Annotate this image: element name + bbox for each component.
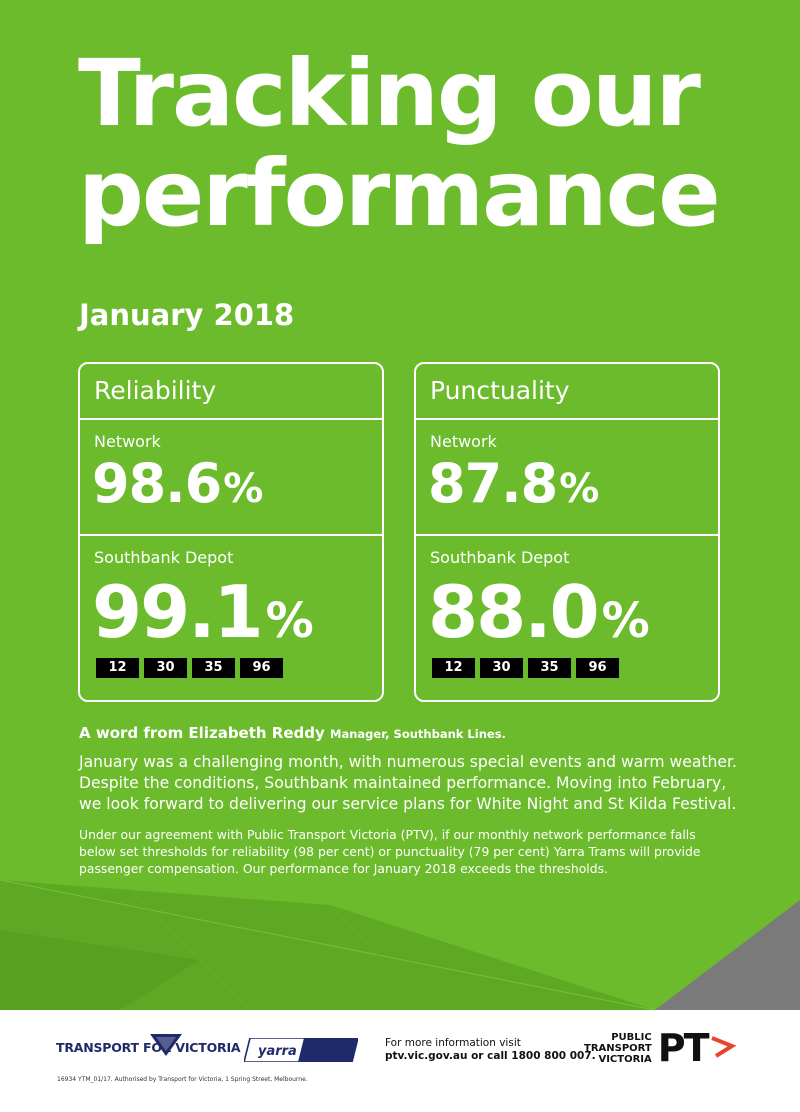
title-line-2: performance [78,140,721,247]
percent-sign: % [601,593,650,649]
ptv-line-3: VICTORIA [598,1053,652,1065]
route-badge: 35 [528,658,571,678]
victoria-triangle-icon [150,1034,183,1056]
percent-sign: % [265,593,314,649]
ptv-mark-text: PT [657,1026,710,1070]
reliability-depot-stat: 99.1% [92,570,314,654]
route-badge: 96 [576,658,619,678]
ptv-line-1: PUBLIC [611,1031,652,1043]
notice-line: Under our agreement with Public Transpor… [79,827,696,842]
reliability-panel: Reliability Network 98.6% Southbank Depo… [78,362,384,702]
route-badge: 35 [192,658,235,678]
yarra-logo-text: yarra trams [258,1044,344,1059]
punctuality-depot-label: Southbank Depot [430,548,570,567]
punctuality-network-section: Network 87.8% [416,420,718,536]
punctuality-network-stat: 87.8% [428,452,599,515]
punctuality-depot-stat: 88.0% [428,570,650,654]
route-badges: 12 30 35 96 [96,658,283,678]
route-badge: 30 [480,658,523,678]
yarra-trams-logo: yarra trams [244,1038,358,1062]
punctuality-depot-value: 88.0 [428,570,600,654]
punctuality-network-value: 87.8 [428,452,558,515]
manager-name: A word from Elizabeth Reddy [79,724,325,742]
reliability-heading: Reliability [80,364,382,420]
notice-line: below set thresholds for reliability (98… [79,844,701,859]
route-badge: 12 [432,658,475,678]
manager-message: January was a challenging month, with nu… [79,752,759,815]
message-line: we look forward to delivering our servic… [79,795,737,813]
ptv-logo-text: PUBLIC TRANSPORT VICTORIA [584,1032,652,1065]
reliability-network-section: Network 98.6% [80,420,382,536]
title-line-1: Tracking our [78,40,701,147]
ptv-arrow-icon [710,1036,736,1058]
reliability-depot-value: 99.1 [92,570,264,654]
percent-sign: % [223,466,263,512]
transport-for-victoria-logo: TRANSPORT FOR VICTORIA [56,1034,241,1060]
reliability-network-stat: 98.6% [92,452,263,515]
reliability-network-value: 98.6 [92,452,222,515]
report-period: January 2018 [79,298,295,332]
route-badge: 30 [144,658,187,678]
compensation-notice: Under our agreement with Public Transpor… [79,826,759,877]
reliability-depot-label: Southbank Depot [94,548,234,567]
punctuality-depot-section: Southbank Depot 88.0% 12 30 35 96 [416,536,718,702]
manager-message-heading: A word from Elizabeth Reddy Manager, Sou… [79,724,506,742]
notice-line: passenger compensation. Our performance … [79,861,608,876]
tfv-logo-text: TRANSPORT FOR VICTORIA [56,1039,241,1055]
message-line: January was a challenging month, with nu… [79,753,737,771]
punctuality-network-label: Network [430,432,497,451]
route-badges: 12 30 35 96 [432,658,619,678]
poster-background [0,0,800,1010]
ptv-mark: PT [658,1026,736,1070]
punctuality-panel: Punctuality Network 87.8% Southbank Depo… [414,362,720,702]
contact-line-2: ptv.vic.gov.au or call 1800 800 007. [385,1050,596,1062]
page-title: Tracking our performance [78,40,721,247]
percent-sign: % [559,466,599,512]
authorisation-text: 16934 YTM_01/17. Authorised by Transport… [57,1076,308,1083]
contact-info: For more information visit ptv.vic.gov.a… [385,1037,596,1063]
punctuality-heading: Punctuality [416,364,718,420]
reliability-depot-section: Southbank Depot 99.1% 12 30 35 96 [80,536,382,702]
message-line: Despite the conditions, Southbank mainta… [79,774,727,792]
ptv-line-2: TRANSPORT [584,1042,652,1054]
route-badge: 12 [96,658,139,678]
contact-line-1: For more information visit [385,1037,521,1049]
manager-role: Manager, Southbank Lines. [330,727,506,741]
ptv-logo: PUBLIC TRANSPORT VICTORIA PT [584,1026,736,1070]
route-badge: 96 [240,658,283,678]
reliability-network-label: Network [94,432,161,451]
